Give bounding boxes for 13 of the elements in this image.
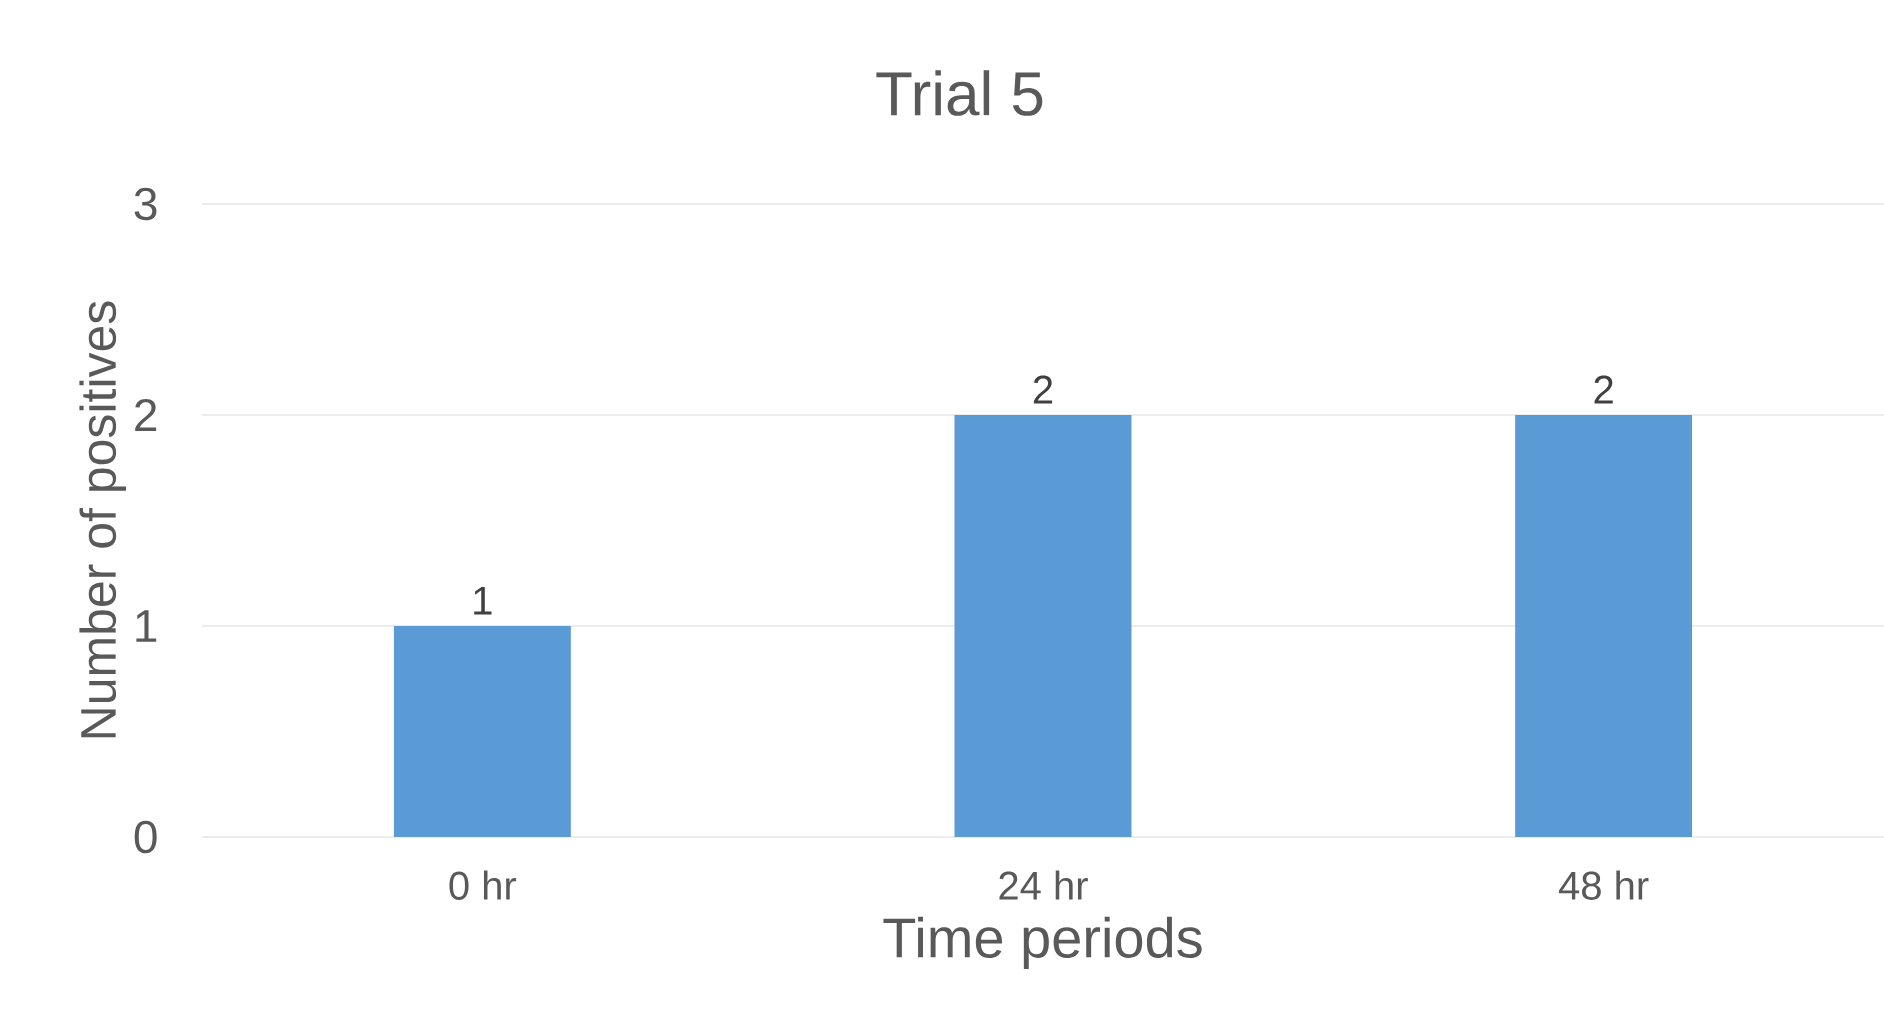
x-axis-title: Time periods: [883, 916, 1202, 969]
x-tick-label: 0 hr: [449, 870, 517, 900]
data-label: 1: [474, 586, 492, 615]
data-label: 2: [1594, 375, 1613, 404]
y-tick-label: 3: [134, 187, 157, 221]
data-label: 2: [1033, 375, 1053, 404]
chart-title: Trial 5: [876, 70, 1043, 116]
y-axis-title: Number of positives: [79, 301, 127, 738]
x-tick-label: 24 hr: [999, 870, 1088, 900]
y-tick-label: 2: [135, 398, 157, 432]
y-tick-label: 1: [136, 610, 157, 642]
y-tick-label: 0: [134, 820, 157, 854]
x-tick-label: 48 hr: [1558, 870, 1649, 900]
